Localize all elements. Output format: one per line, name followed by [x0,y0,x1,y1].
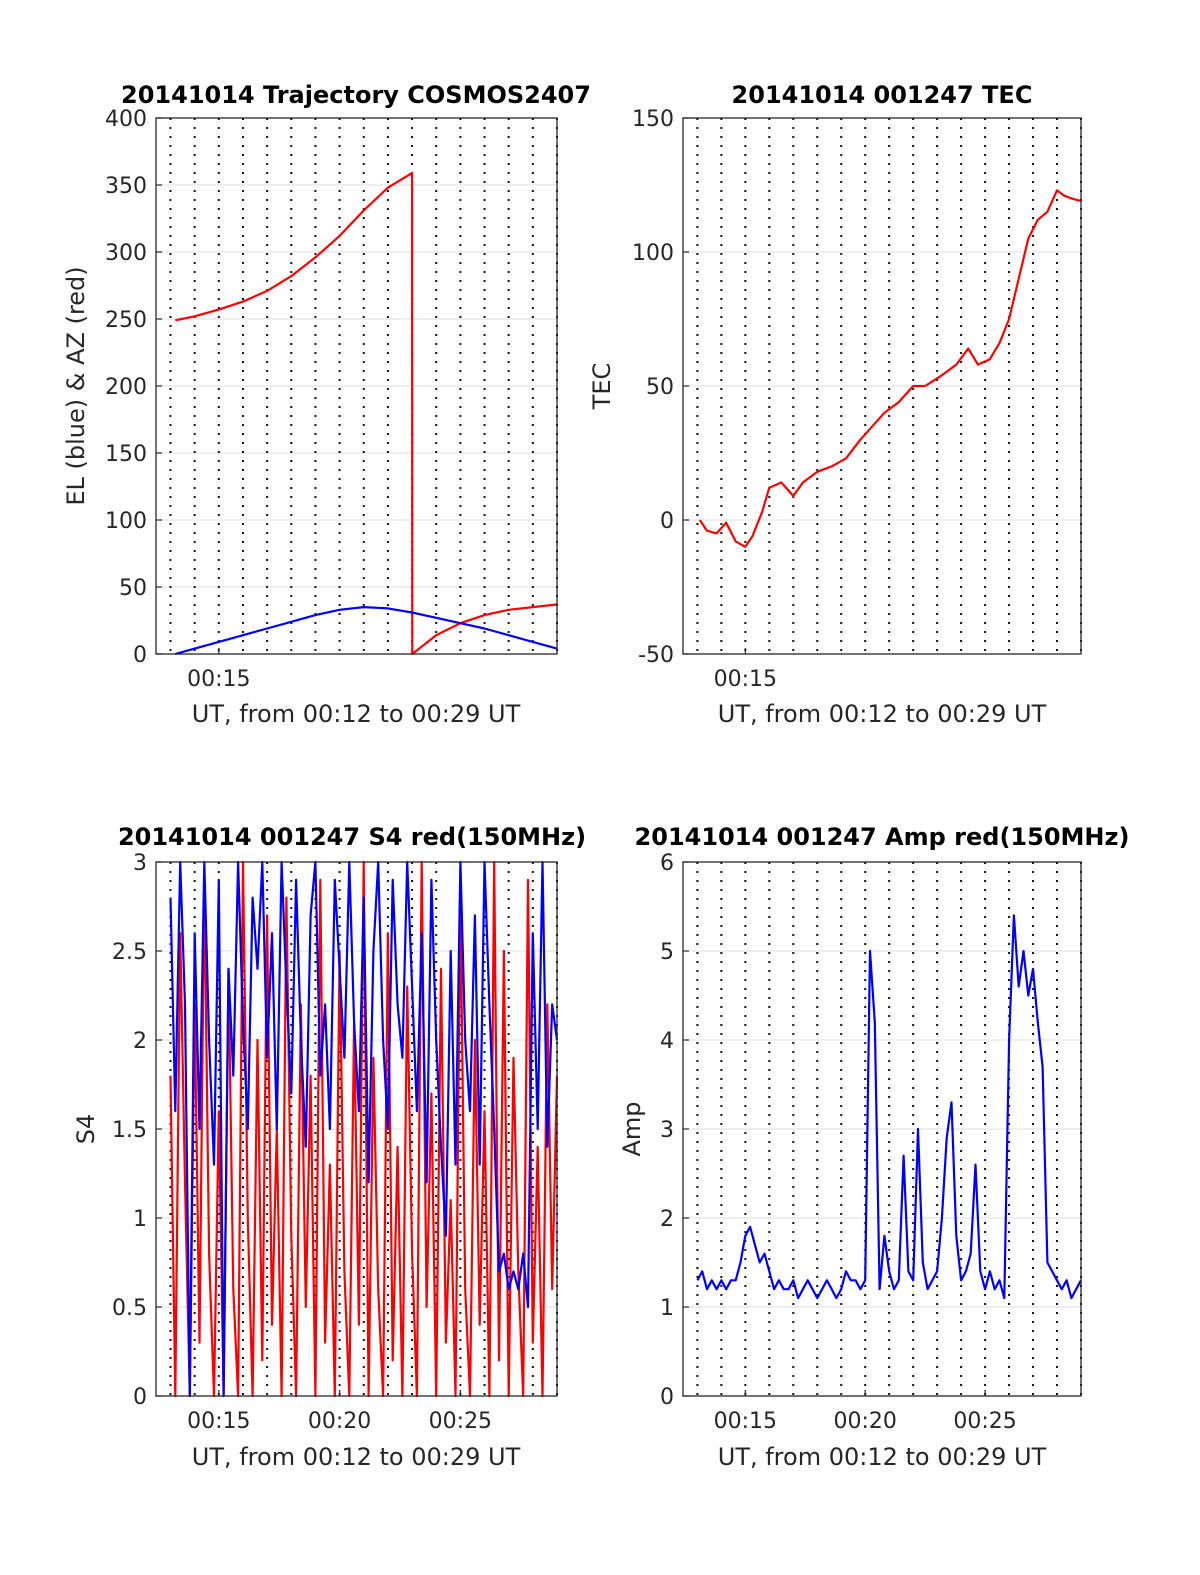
y-tick-label: 1.5 [112,1118,147,1143]
y-tick-label: 50 [119,576,147,601]
panel-title: 20141014 001247 Amp red(150MHz) [635,823,1130,851]
series-layer [696,914,1082,1300]
x-tick-label: 00:15 [187,1409,250,1434]
panel-trajectory: 20141014 Trajectory COSMOS2407 0 50 100 150… [62,81,591,728]
y-tick-label: 2 [660,1207,674,1232]
y-tick-label: 400 [105,107,147,132]
series-line-1 [175,605,558,656]
y-tick-label: 5 [660,940,674,965]
y-tick-label: 1 [133,1207,147,1232]
y-axis-label: TEC [588,363,616,411]
y-tick-label: 0 [660,1385,674,1410]
y-tick-label: 300 [105,241,147,266]
x-tick-label: 00:20 [834,1409,897,1434]
x-tick-label: 00:15 [187,667,250,692]
panel-s4: 20141014 001247 S4 red(150MHz) 0 0.5 1 1.5 2… [72,823,586,1471]
panel-title: 20141014 001247 TEC [732,81,1033,109]
y-tick-label: 2.5 [112,940,147,965]
y-tick-label: 1 [660,1296,674,1321]
x-tick-label: 00:15 [714,667,777,692]
y-tick-label: 3 [133,851,147,876]
y-tick-label: 100 [105,509,147,534]
x-tick-label: 00:15 [714,1409,777,1434]
y-tick-label: 0 [133,1385,147,1410]
x-axis-label: UT, from 00:12 to 00:29 UT [718,1443,1047,1471]
x-axis-label: UT, from 00:12 to 00:29 UT [192,700,521,728]
y-axis-label: Amp [618,1101,646,1156]
y-tick-label: 0 [133,643,147,668]
y-tick-label: 6 [660,851,674,876]
y-tick-label: 200 [105,375,147,400]
y-tick-label: 3 [660,1118,674,1143]
y-tick-label: 150 [105,442,147,467]
y-axis-label: S4 [72,1114,100,1145]
x-tick-label: 00:25 [429,1409,492,1434]
tick-layer: 0 50 100 150 200 250 300 350 400 00:15 [105,107,251,692]
series-line-0 [175,171,558,656]
series-layer [698,189,1082,548]
y-tick-label: 0.5 [112,1296,147,1321]
series-layer [175,171,558,656]
y-tick-label: 2 [133,1029,147,1054]
x-tick-label: 00:25 [953,1409,1016,1434]
x-axis-label: UT, from 00:12 to 00:29 UT [718,700,1047,728]
y-tick-label: -50 [638,643,674,668]
x-axis-label: UT, from 00:12 to 00:29 UT [192,1443,521,1471]
y-tick-label: 4 [660,1029,674,1054]
y-tick-label: 0 [660,509,674,534]
y-tick-label: 100 [632,241,674,266]
series-line-0 [696,914,1082,1300]
tick-layer: 0 1 2 3 4 5 6 00:15 00:20 00:25 [660,851,1017,1434]
tick-layer: 0 0.5 1 1.5 2 2.5 3 00:15 00:20 00:25 [112,851,492,1434]
y-tick-label: 50 [646,375,674,400]
y-tick-label: 150 [632,107,674,132]
series-line-1 [169,860,559,1398]
series-line-0 [698,189,1082,548]
y-tick-label: 250 [105,308,147,333]
panel-title: 20141014 001247 S4 red(150MHz) [118,823,586,851]
x-tick-label: 00:20 [308,1409,371,1434]
panel-title: 20141014 Trajectory COSMOS2407 [121,81,591,109]
y-tick-label: 350 [105,174,147,199]
panel-amp: 20141014 001247 Amp red(150MHz) 01234560… [618,823,1129,1471]
tick-layer: -50 0 50 100 150 00:15 [632,107,777,692]
panel-tec: 20141014 001247 TEC -50 0 50 100 150 00:15 UT… [588,81,1082,728]
y-axis-label: EL (blue) & AZ (red) [62,266,90,505]
